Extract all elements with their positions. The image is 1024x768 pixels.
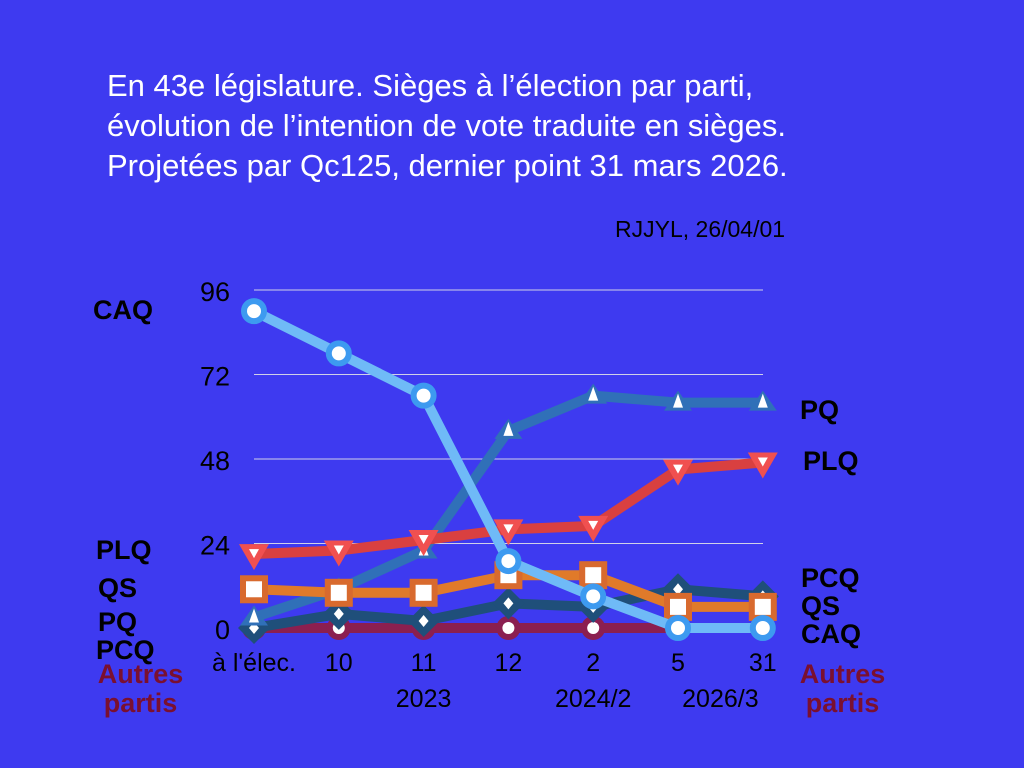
data-point-pq-inner [757,393,768,408]
x-tick-label: à l'élec. [212,649,296,677]
left-label-plq: PLQ [96,535,152,565]
x-tick-label: 12 [494,649,522,677]
data-point-pcq-inner [333,607,344,620]
data-point-caq [495,548,522,575]
data-point-plq-inner [418,534,429,544]
data-point-plq-inner [673,464,683,474]
data-point-plq-inner [588,520,599,530]
data-point-qs [664,592,692,621]
x-tick-label: 11 [411,649,437,677]
data-point-pq-inner [249,608,259,623]
x-tick-label: 31 [749,649,777,677]
left-label-pq: PQ [98,607,138,637]
data-point-caq [665,615,691,641]
x-year-label: 2026/3 [682,685,758,713]
left-label-qs: QS [98,573,138,603]
y-tick-label: 96 [200,277,230,307]
data-point-caq [325,340,352,367]
right-label-caq: CAQ [801,619,861,649]
x-tick-label: 10 [325,649,353,677]
y-tick-label: 72 [200,362,230,392]
chart-title: En 43e législature. Sièges à l’élection … [107,68,788,183]
data-point-qs [409,578,438,607]
data-point-caq [580,583,607,610]
data-point-plq-inner [503,524,514,534]
data-point-plq-inner [333,545,344,555]
data-point-autres-partis-inner [587,622,600,634]
data-point-qs [748,592,777,621]
x-tick-label: 5 [671,649,685,677]
data-point-pq-inner [673,393,683,408]
data-point-pcq-inner [418,614,429,627]
data-point-pcq-inner [503,597,514,610]
chart-credit: RJJYL, 26/04/01 [615,216,786,242]
left-label-caq: CAQ [93,295,153,325]
x-tick-label: 2 [586,649,600,677]
data-point-caq [410,382,437,409]
data-point-pcq-inner [673,583,683,596]
data-point-plq-inner [249,549,259,559]
left-label-autres: Autres partis [97,659,184,718]
left-label-pcq: PCQ [96,635,155,665]
x-year-label: 2023 [396,685,452,713]
data-point-pq-inner [588,386,599,401]
data-point-qs [324,578,353,607]
right-label-autres: Autres partis [799,659,886,718]
right-label-pq: PQ [800,395,840,425]
y-tick-label: 24 [200,531,230,561]
data-point-pq-inner [503,421,514,436]
data-point-qs [240,575,268,604]
data-point-autres-partis-inner [502,622,515,634]
y-tick-label: 0 [215,615,230,645]
right-label-pcq: PCQ [801,563,860,593]
data-point-caq [241,298,267,325]
data-point-caq [749,615,776,641]
data-point-qs [579,561,608,590]
right-label-qs: QS [801,591,841,621]
data-point-plq-inner [757,457,768,467]
y-tick-label: 48 [200,446,230,476]
x-year-label: 2024/2 [555,685,631,713]
right-label-plq: PLQ [803,446,859,476]
